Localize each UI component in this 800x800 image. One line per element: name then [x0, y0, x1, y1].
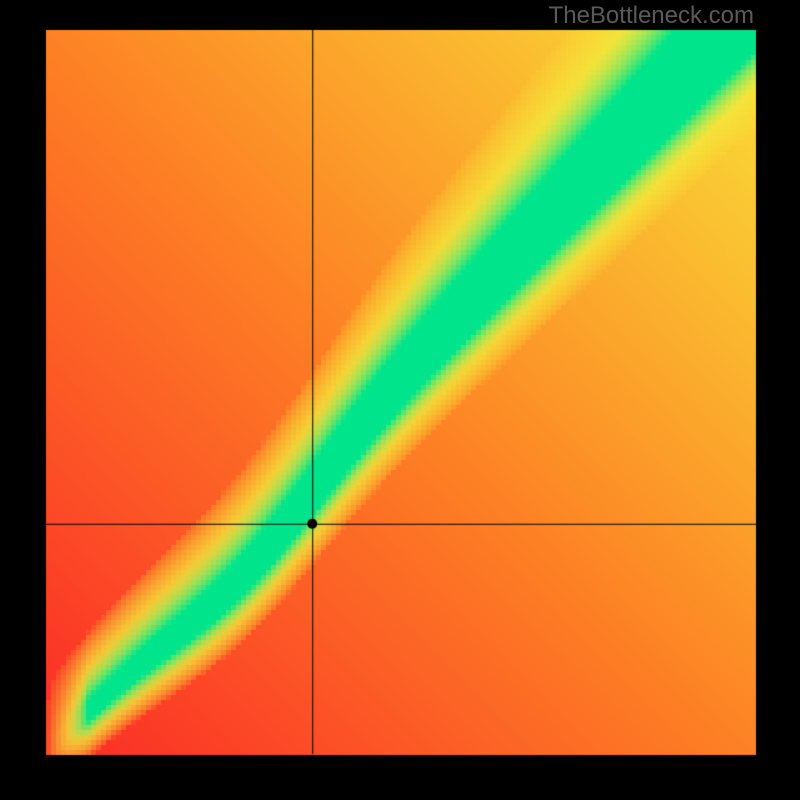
watermark-text: TheBottleneck.com: [549, 2, 754, 30]
bottleneck-heatmap: [0, 0, 800, 800]
